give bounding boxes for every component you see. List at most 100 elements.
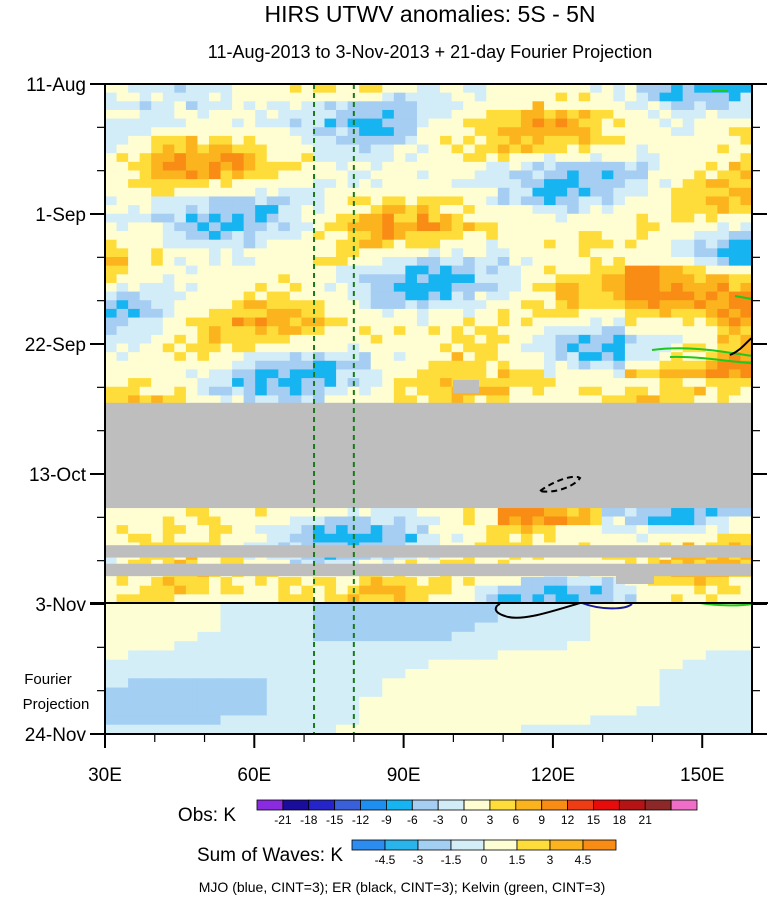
- field-cell: [636, 118, 649, 128]
- projection-cell: [613, 631, 638, 642]
- projection-cell: [428, 687, 453, 698]
- field-cell: [717, 257, 730, 267]
- field-cell: [347, 257, 360, 267]
- projection-cell: [567, 715, 591, 726]
- field-cell: [139, 343, 152, 353]
- field-cell: [185, 369, 199, 379]
- field-cell: [590, 360, 603, 371]
- field-cell: [336, 594, 349, 604]
- field-cell: [220, 135, 233, 146]
- field-cell: [197, 378, 210, 388]
- field-cell: [451, 135, 464, 146]
- field-cell: [393, 274, 406, 284]
- field-cell: [243, 300, 256, 310]
- projection-cell: [451, 669, 476, 679]
- field-cell: [624, 308, 638, 319]
- field-cell: [509, 265, 522, 275]
- field-cell: [393, 109, 406, 120]
- field-cell: [578, 308, 591, 319]
- field-cell: [255, 525, 268, 535]
- field-cell: [463, 153, 476, 163]
- field-cell: [567, 352, 580, 362]
- field-cell: [509, 516, 522, 526]
- field-cell: [370, 326, 383, 336]
- field-cell: [105, 282, 118, 293]
- projection-cell: [105, 678, 129, 689]
- field-cell: [613, 533, 626, 544]
- projection-cell: [220, 659, 245, 670]
- field-cell: [520, 118, 534, 128]
- field-cell: [324, 135, 337, 146]
- field-cell: [740, 317, 753, 327]
- field-cell: [312, 205, 326, 215]
- projection-cell: [520, 641, 545, 652]
- field-cell: [590, 213, 603, 223]
- field-cell: [105, 386, 118, 396]
- field-cell: [613, 282, 626, 293]
- field-cell: [740, 153, 753, 163]
- projection-cell: [359, 669, 383, 679]
- kelvin-contour: [734, 295, 753, 300]
- field-cell: [336, 326, 349, 336]
- field-cell: [405, 274, 418, 284]
- field-cell: [717, 196, 730, 206]
- field-cell: [532, 369, 545, 379]
- field-cell: [705, 92, 718, 102]
- field-cell: [243, 533, 256, 544]
- projection-cell: [613, 622, 638, 633]
- projection-cell: [266, 696, 291, 707]
- field-cell: [705, 352, 718, 362]
- field-cell: [255, 222, 268, 232]
- field-cell: [671, 213, 684, 223]
- field-cell: [324, 144, 337, 154]
- field-cell: [255, 594, 268, 604]
- field-cell: [382, 300, 395, 310]
- field-cell: [463, 101, 476, 111]
- field-cell: [624, 343, 638, 353]
- field-cell: [405, 196, 418, 206]
- field-cell: [370, 205, 383, 215]
- field-cell: [659, 360, 672, 371]
- waves-colorbar-tick: 1.5: [509, 853, 526, 867]
- field-cell: [324, 213, 337, 223]
- field-cell: [289, 594, 303, 604]
- field-cell: [636, 179, 649, 189]
- field-cell: [405, 378, 418, 388]
- projection-cell: [705, 604, 730, 614]
- field-cell: [151, 222, 164, 232]
- field-cell: [278, 334, 291, 345]
- field-cell: [636, 196, 649, 206]
- field-cell: [382, 386, 395, 396]
- field-cell: [590, 585, 603, 595]
- field-cell: [278, 213, 291, 223]
- field-cell: [139, 585, 152, 595]
- y-tick-label: 22-Sep: [25, 335, 86, 356]
- obs-colorbar-tick: 6: [512, 813, 519, 827]
- field-cell: [451, 369, 464, 379]
- field-cell: [567, 317, 580, 327]
- field-cell: [278, 118, 291, 128]
- field-cell: [613, 369, 626, 379]
- field-cell: [636, 360, 649, 371]
- field-cell: [359, 205, 372, 215]
- field-cell: [128, 179, 141, 189]
- field-cell: [601, 317, 614, 327]
- field-cell: [509, 213, 522, 223]
- field-cell: [116, 170, 129, 180]
- projection-cell: [590, 650, 614, 661]
- field-cell: [266, 135, 279, 146]
- projection-cell: [682, 622, 707, 633]
- projection-cell: [289, 631, 314, 642]
- field-cell: [509, 196, 522, 206]
- projection-cell: [497, 641, 522, 652]
- field-cell: [197, 161, 210, 172]
- field-cell: [694, 231, 707, 241]
- field-cell: [370, 265, 383, 275]
- field-cell: [232, 585, 245, 595]
- field-cell: [324, 507, 337, 518]
- field-cell: [243, 507, 256, 518]
- field-cell: [544, 395, 557, 405]
- field-cell: [266, 179, 279, 189]
- field-cell: [255, 378, 268, 388]
- field-cell: [324, 525, 337, 535]
